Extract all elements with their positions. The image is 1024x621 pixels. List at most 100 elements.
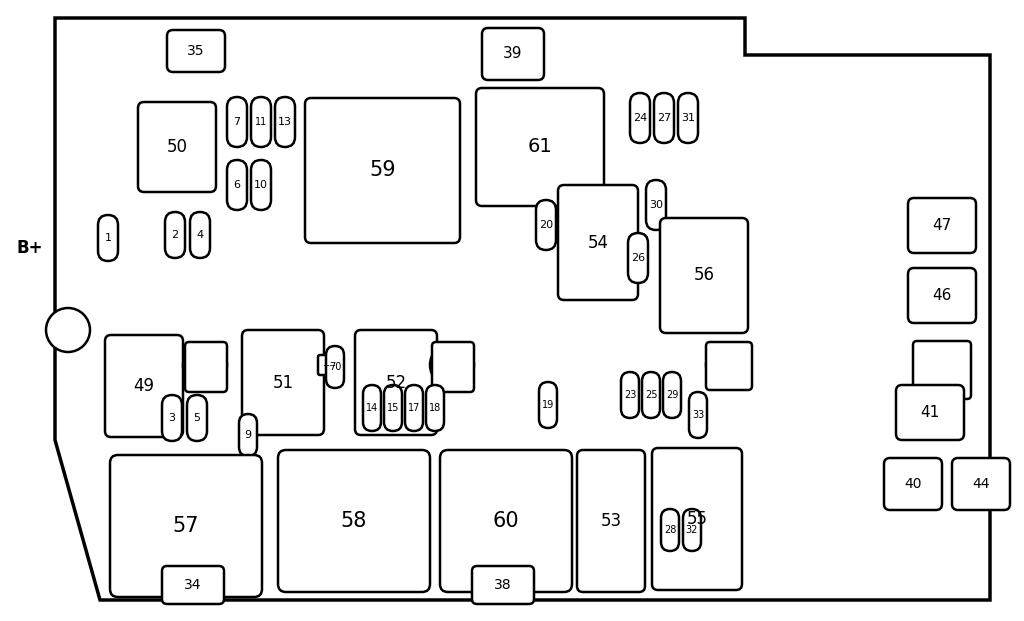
FancyBboxPatch shape — [896, 385, 964, 440]
Circle shape — [46, 308, 90, 352]
Text: 38: 38 — [495, 578, 512, 592]
FancyBboxPatch shape — [227, 160, 247, 210]
Text: 4: 4 — [197, 230, 204, 240]
Text: B+: B+ — [16, 239, 43, 257]
FancyBboxPatch shape — [242, 330, 324, 435]
Text: 46: 46 — [932, 288, 951, 303]
FancyBboxPatch shape — [227, 97, 247, 147]
FancyBboxPatch shape — [706, 342, 752, 390]
FancyBboxPatch shape — [278, 450, 430, 592]
Text: 20: 20 — [539, 220, 553, 230]
FancyBboxPatch shape — [476, 88, 604, 206]
Text: 50: 50 — [167, 138, 187, 156]
Text: 56: 56 — [693, 266, 715, 284]
FancyBboxPatch shape — [167, 30, 225, 72]
FancyBboxPatch shape — [908, 198, 976, 253]
FancyBboxPatch shape — [913, 341, 971, 399]
FancyBboxPatch shape — [884, 458, 942, 510]
Text: 34: 34 — [184, 578, 202, 592]
FancyBboxPatch shape — [539, 382, 557, 428]
FancyBboxPatch shape — [660, 218, 748, 333]
Text: 31: 31 — [681, 113, 695, 123]
Text: 52: 52 — [385, 373, 407, 391]
Text: 54: 54 — [588, 233, 608, 252]
Text: 11: 11 — [255, 117, 267, 127]
Text: 57: 57 — [173, 516, 200, 536]
FancyBboxPatch shape — [251, 97, 271, 147]
FancyBboxPatch shape — [654, 93, 674, 143]
Text: 32: 32 — [686, 525, 698, 535]
FancyBboxPatch shape — [98, 215, 118, 261]
Circle shape — [183, 343, 227, 387]
FancyBboxPatch shape — [683, 509, 701, 551]
FancyBboxPatch shape — [239, 414, 257, 456]
FancyBboxPatch shape — [187, 395, 207, 441]
FancyBboxPatch shape — [558, 185, 638, 300]
Text: 49: 49 — [133, 377, 155, 395]
FancyBboxPatch shape — [185, 342, 227, 392]
FancyBboxPatch shape — [110, 455, 262, 597]
FancyBboxPatch shape — [138, 102, 216, 192]
Text: 33: 33 — [692, 410, 705, 420]
Text: 3: 3 — [169, 413, 175, 423]
Text: 9: 9 — [245, 430, 252, 440]
FancyBboxPatch shape — [162, 395, 182, 441]
Text: 28: 28 — [664, 525, 676, 535]
FancyBboxPatch shape — [482, 28, 544, 80]
FancyBboxPatch shape — [646, 180, 666, 230]
FancyBboxPatch shape — [275, 97, 295, 147]
FancyBboxPatch shape — [628, 233, 648, 283]
FancyBboxPatch shape — [908, 268, 976, 323]
Text: 60: 60 — [493, 511, 519, 531]
Text: 51: 51 — [272, 373, 294, 391]
FancyBboxPatch shape — [384, 385, 402, 431]
Polygon shape — [55, 18, 990, 600]
FancyBboxPatch shape — [952, 458, 1010, 510]
Text: 7: 7 — [233, 117, 241, 127]
FancyBboxPatch shape — [318, 355, 340, 375]
Text: 26: 26 — [631, 253, 645, 263]
Text: 15: 15 — [387, 403, 399, 413]
FancyBboxPatch shape — [105, 335, 183, 437]
Text: 35: 35 — [187, 44, 205, 58]
Text: 25: 25 — [645, 390, 657, 400]
Text: 30: 30 — [649, 200, 663, 210]
Text: 2: 2 — [171, 230, 178, 240]
Text: 13: 13 — [278, 117, 292, 127]
Text: 6: 6 — [233, 180, 241, 190]
FancyBboxPatch shape — [251, 160, 271, 210]
Text: 55: 55 — [686, 510, 708, 528]
FancyBboxPatch shape — [689, 392, 707, 438]
Text: 70: 70 — [329, 362, 341, 372]
Text: 59: 59 — [370, 160, 396, 181]
FancyBboxPatch shape — [426, 385, 444, 431]
FancyBboxPatch shape — [362, 385, 381, 431]
Text: 18: 18 — [429, 403, 441, 413]
Text: 24: 24 — [633, 113, 647, 123]
Circle shape — [920, 348, 964, 392]
FancyBboxPatch shape — [621, 372, 639, 418]
Text: 19: 19 — [542, 400, 554, 410]
Text: 27: 27 — [656, 113, 671, 123]
Text: 10: 10 — [254, 180, 268, 190]
FancyBboxPatch shape — [165, 212, 185, 258]
FancyBboxPatch shape — [432, 342, 474, 392]
FancyBboxPatch shape — [536, 200, 556, 250]
Text: 23: 23 — [624, 390, 636, 400]
Text: 58: 58 — [341, 511, 368, 531]
Text: 44: 44 — [972, 477, 990, 491]
Text: +−: +− — [323, 361, 336, 369]
Text: 1: 1 — [104, 233, 112, 243]
FancyBboxPatch shape — [305, 98, 460, 243]
Circle shape — [706, 343, 750, 387]
Text: 61: 61 — [527, 137, 552, 156]
Text: 47: 47 — [933, 218, 951, 233]
FancyBboxPatch shape — [642, 372, 660, 418]
Text: 14: 14 — [366, 403, 378, 413]
Text: 5: 5 — [194, 413, 201, 423]
FancyBboxPatch shape — [326, 346, 344, 388]
FancyBboxPatch shape — [662, 509, 679, 551]
Text: 53: 53 — [600, 512, 622, 530]
Text: 17: 17 — [408, 403, 420, 413]
FancyBboxPatch shape — [406, 385, 423, 431]
